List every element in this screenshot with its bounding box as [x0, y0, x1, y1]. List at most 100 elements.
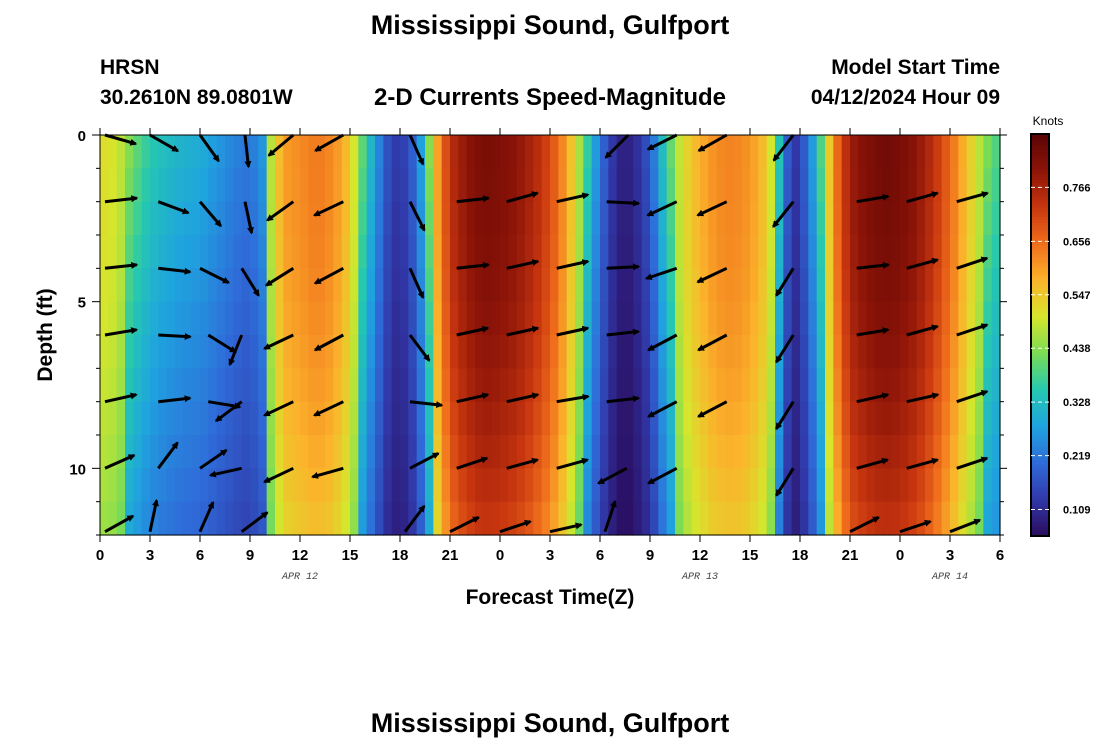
heatmap-cell [241, 168, 251, 203]
colorbar-segment [1031, 289, 1049, 293]
heatmap-cell [875, 135, 884, 169]
heatmap-cell [983, 435, 993, 469]
heatmap-cell [433, 168, 443, 203]
heatmap-cell [708, 135, 718, 169]
heatmap-cell [691, 135, 701, 169]
heatmap-cell [541, 335, 551, 369]
heatmap-cell [641, 235, 651, 269]
y-tick-label: 5 [78, 295, 86, 312]
heatmap-cell [641, 168, 651, 203]
heatmap-cell [175, 135, 184, 169]
heatmap-cell [625, 468, 634, 503]
heatmap-cell [316, 235, 326, 269]
current-vector [157, 200, 190, 215]
heatmap-cell [983, 201, 993, 236]
heatmap-cell [916, 235, 926, 269]
colorbar-segment [1031, 401, 1049, 405]
heatmap-cell [533, 335, 543, 369]
heatmap-cell [466, 235, 476, 269]
heatmap-cell [275, 201, 284, 236]
heatmap-cell [183, 501, 193, 536]
colorbar-segment [1031, 197, 1049, 201]
colorbar-segment [1031, 291, 1049, 296]
heatmap-cell [891, 168, 901, 203]
colorbar-segment [1031, 260, 1049, 264]
heatmap-cell [400, 501, 409, 536]
heatmap-cell [616, 301, 626, 336]
heatmap-cell [925, 401, 934, 436]
colorbar-segment [1031, 214, 1049, 218]
heatmap-cell [716, 201, 726, 236]
heatmap-cell [516, 335, 526, 369]
heatmap-cell [583, 501, 593, 536]
heatmap-cell [366, 501, 376, 536]
heatmap-cell [975, 468, 984, 503]
heatmap-cell [583, 335, 593, 369]
colorbar-segment [1031, 383, 1049, 388]
heatmap-cell [625, 368, 634, 403]
heatmap-cell [558, 235, 568, 269]
heatmap-cell [741, 368, 751, 403]
heatmap-cell [550, 201, 559, 236]
heatmap-cell [258, 235, 268, 269]
heatmap-cell [550, 335, 559, 369]
x-tick-label: 0 [96, 547, 104, 564]
heatmap-cell [550, 401, 559, 436]
heatmap-cell [416, 301, 426, 336]
y-tick-label: 0 [78, 128, 86, 145]
heatmap-cell [275, 168, 284, 203]
heatmap-cell [233, 268, 243, 303]
heatmap-cell [566, 401, 576, 436]
heatmap-cell [166, 401, 176, 436]
heatmap-cell [541, 135, 551, 169]
heatmap-cell [141, 401, 151, 436]
heatmap-cell [875, 268, 884, 303]
heatmap-cell [791, 501, 801, 536]
heatmap-cell [766, 368, 776, 403]
heatmap-cell [525, 368, 534, 403]
heatmap-cell [541, 235, 551, 269]
heatmap-cell [833, 501, 843, 536]
heatmap-cell [350, 335, 359, 369]
heatmap-cell [450, 401, 459, 436]
colorbar-segment [1031, 202, 1049, 207]
heatmap-cell [225, 235, 234, 269]
colorbar-segment [1031, 303, 1049, 307]
heatmap-cell [483, 501, 493, 536]
heatmap-cell [250, 501, 259, 536]
heatmap-cell [766, 168, 776, 203]
heatmap-cell [891, 201, 901, 236]
heatmap-cell [250, 268, 259, 303]
heatmap-cell [883, 335, 893, 369]
heatmap-cell [825, 335, 834, 369]
heatmap-cell [733, 301, 743, 336]
heatmap-cell [500, 335, 509, 369]
heatmap-cell [875, 368, 884, 403]
heatmap-cell [983, 501, 993, 536]
heatmap-cell [683, 368, 693, 403]
heatmap-cell [483, 401, 493, 436]
heatmap-cell [500, 368, 509, 403]
heatmap-cell [800, 368, 809, 403]
colorbar-segment [1031, 340, 1049, 345]
heatmap-cell [933, 401, 943, 436]
x-tick-label: 21 [842, 547, 859, 564]
heatmap-cell [600, 301, 609, 336]
heatmap-cell [508, 135, 518, 169]
heatmap-cell [166, 168, 176, 203]
heatmap-cell [908, 168, 918, 203]
colorbar-segment [1031, 472, 1049, 477]
heatmap-cell [100, 301, 109, 336]
heatmap-cell [716, 435, 726, 469]
heatmap-cell [333, 435, 343, 469]
heatmap-cell [833, 235, 843, 269]
heatmap-cell [783, 168, 793, 203]
heatmap-cell [391, 435, 401, 469]
heatmap-cell [683, 135, 693, 169]
heatmap-cell [525, 135, 534, 169]
heatmap-cell [308, 168, 318, 203]
heatmap-cell [908, 235, 918, 269]
colorbar-segment [1031, 412, 1049, 416]
heatmap-cell [900, 201, 909, 236]
heatmap-cell [750, 501, 759, 536]
